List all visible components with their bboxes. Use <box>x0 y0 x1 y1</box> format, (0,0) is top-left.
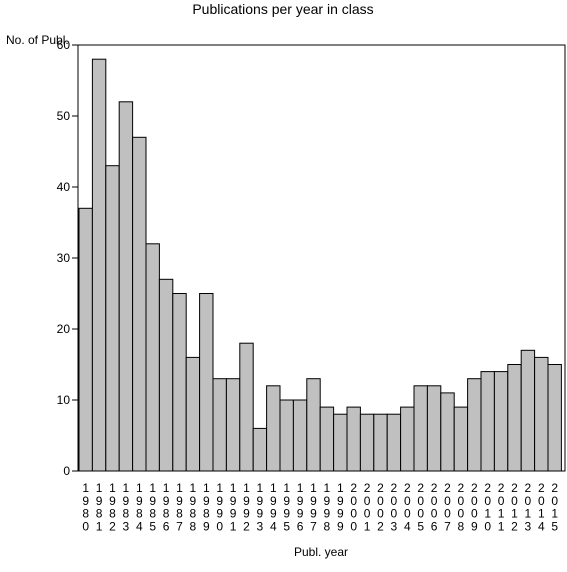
y-tick-label: 50 <box>57 109 71 123</box>
bar-2005 <box>413 385 428 472</box>
bar-1982 <box>105 165 120 472</box>
bar-2013 <box>520 349 536 472</box>
bar-2006 <box>426 385 442 472</box>
bar-2011 <box>493 371 509 472</box>
bar-2004 <box>400 406 415 472</box>
y-tick-label: 30 <box>57 251 71 265</box>
chart-title: Publications per year in class <box>192 1 373 17</box>
bar-2002 <box>373 413 388 472</box>
y-tick-label: 20 <box>57 322 71 336</box>
x-axis-ticks: 1 9 8 0 1 9 8 1 1 9 8 2 1 9 8 3 1 9 8 4 1 9 8 5 1 9 8 6 1 9 8 7 1 9 8 8 1 9 8 9… <box>82 481 558 533</box>
bar-1997 <box>306 378 321 472</box>
bar-1984 <box>132 136 147 472</box>
y-tick-label: 60 <box>57 38 71 52</box>
bar-1992 <box>239 342 254 472</box>
y-axis-ticks: 0 10 20 30 40 50 60 <box>57 38 78 478</box>
bar-1981 <box>91 58 107 472</box>
bar-2009 <box>467 378 482 472</box>
bar-1996 <box>292 399 308 472</box>
y-axis-label: No. of Publ. <box>6 33 69 47</box>
bar-1987 <box>172 293 187 472</box>
bar-2001 <box>359 413 375 472</box>
bar-1993 <box>252 427 268 472</box>
bar-1998 <box>319 406 335 472</box>
bar-1994 <box>266 385 281 472</box>
bar-2014 <box>534 356 549 472</box>
bar-2000 <box>346 406 361 472</box>
bars-group <box>78 58 562 472</box>
bar-1999 <box>333 413 348 472</box>
bar-1990 <box>212 378 227 472</box>
bar-1985 <box>145 243 160 472</box>
bar-1988 <box>185 356 201 472</box>
bar-2010 <box>480 371 495 472</box>
bar-1983 <box>118 101 134 472</box>
x-axis-label: Publ. year <box>294 545 348 559</box>
bar-2003 <box>386 413 402 472</box>
bar-2015 <box>547 364 562 472</box>
y-tick-label: 40 <box>57 180 71 194</box>
bar-1995 <box>279 399 294 472</box>
bar-2012 <box>507 364 522 472</box>
y-tick-label: 10 <box>57 393 71 407</box>
bar-1991 <box>225 378 241 472</box>
y-tick-label: 0 <box>63 464 70 478</box>
bar-1989 <box>199 293 214 472</box>
plot-frame <box>77 44 566 472</box>
bar-1986 <box>158 278 174 472</box>
bar-2007 <box>440 392 455 472</box>
bar-2008 <box>453 406 469 472</box>
bar-1980 <box>78 207 93 472</box>
